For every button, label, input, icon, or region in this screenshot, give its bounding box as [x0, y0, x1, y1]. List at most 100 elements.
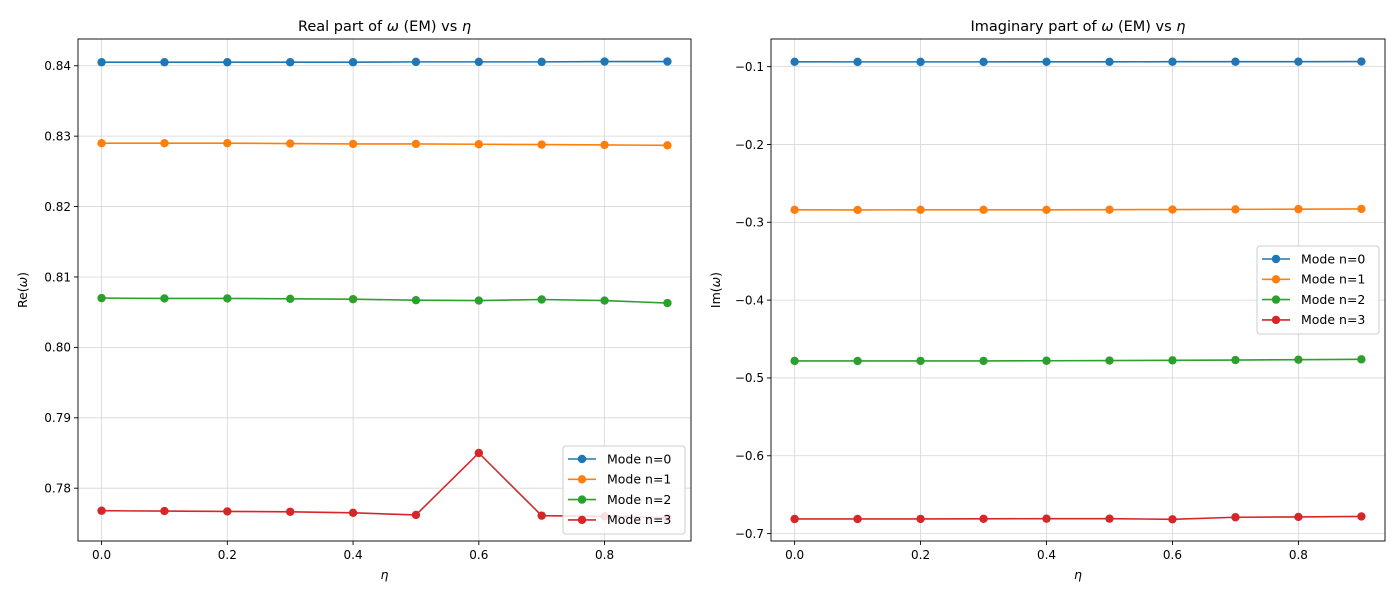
series-1-point-2 [916, 206, 924, 214]
series-3-point-2 [916, 515, 924, 523]
series-2-point-8 [600, 296, 608, 304]
series-2-point-7 [537, 295, 545, 303]
series-1-point-8 [600, 141, 608, 149]
series-line-1 [795, 209, 1362, 210]
series-0-point-9 [1357, 57, 1365, 65]
legend-label-2: Mode n=2 [607, 492, 671, 507]
series-0-point-8 [600, 57, 608, 65]
y-tick-label-4: 0.82 [44, 200, 71, 214]
series-1-point-9 [1357, 205, 1365, 213]
series-3-point-4 [1042, 514, 1050, 522]
series-3-point-0 [97, 507, 105, 515]
series-1-point-7 [1231, 205, 1239, 213]
series-1-point-0 [97, 139, 105, 147]
legend-marker-2 [1272, 295, 1280, 303]
x-tick-label-4: 0.8 [595, 548, 614, 562]
series-3-point-3 [286, 508, 294, 516]
series-1-point-7 [537, 140, 545, 148]
series-2-point-9 [663, 299, 671, 307]
series-line-2 [102, 298, 668, 303]
series-3-point-8 [1294, 513, 1302, 521]
series-1-point-6 [1168, 205, 1176, 213]
series-2-point-0 [97, 294, 105, 302]
y-tick-label-2: 0.80 [44, 341, 71, 355]
series-3-point-5 [1105, 514, 1113, 522]
x-axis-label: η [381, 567, 389, 582]
series-1-point-5 [412, 140, 420, 148]
series-2-point-2 [916, 357, 924, 365]
legend-marker-3 [578, 516, 586, 524]
x-tick-label-3: 0.6 [469, 548, 488, 562]
series-2-point-6 [1168, 356, 1176, 364]
series-0-point-7 [537, 58, 545, 66]
series-0-point-2 [916, 58, 924, 66]
series-0-point-2 [223, 58, 231, 66]
y-tick-label-6: −0.1 [735, 60, 764, 74]
series-3-point-4 [349, 509, 357, 517]
series-1-point-3 [979, 206, 987, 214]
series-3-point-9 [1357, 512, 1365, 520]
series-2-point-2 [223, 294, 231, 302]
series-0-point-4 [1042, 58, 1050, 66]
legend-label-0: Mode n=0 [1301, 251, 1365, 266]
legend-label-3: Mode n=3 [607, 512, 671, 527]
series-1-point-8 [1294, 205, 1302, 213]
series-2-point-9 [1357, 355, 1365, 363]
series-0-point-1 [160, 58, 168, 66]
series-1-point-5 [1105, 205, 1113, 213]
series-0-point-8 [1294, 57, 1302, 65]
legend-marker-1 [578, 475, 586, 483]
legend-marker-0 [1272, 255, 1280, 263]
x-tick-label-0: 0.0 [785, 548, 804, 562]
series-3-point-6 [475, 449, 483, 457]
chart-title: Imaginary part of ω (EM) vs η [971, 19, 1186, 35]
y-tick-label-3: −0.4 [735, 293, 764, 307]
legend-label-2: Mode n=2 [1301, 292, 1365, 307]
legend-marker-3 [1272, 316, 1280, 324]
series-2-point-6 [475, 296, 483, 304]
series-2-point-4 [1042, 357, 1050, 365]
series-2-point-8 [1294, 355, 1302, 363]
x-axis-label: η [1074, 567, 1082, 582]
series-2-point-5 [1105, 356, 1113, 364]
legend-label-3: Mode n=3 [1301, 312, 1365, 327]
series-0-point-0 [97, 58, 105, 66]
y-tick-label-2: −0.5 [735, 371, 764, 385]
series-0-point-4 [349, 58, 357, 66]
y-tick-label-5: 0.83 [44, 129, 71, 143]
series-1-point-0 [790, 206, 798, 214]
series-0-point-3 [286, 58, 294, 66]
series-3-point-5 [412, 511, 420, 519]
series-1-point-4 [349, 140, 357, 148]
x-tick-label-0: 0.0 [92, 548, 111, 562]
legend-marker-0 [578, 455, 586, 463]
series-2-point-4 [349, 295, 357, 303]
series-0-point-6 [475, 58, 483, 66]
x-tick-label-2: 0.4 [1037, 548, 1056, 562]
y-tick-label-4: −0.3 [735, 216, 764, 230]
series-0-point-5 [412, 58, 420, 66]
series-3-point-0 [790, 515, 798, 523]
series-3-point-2 [223, 507, 231, 515]
x-tick-label-1: 0.2 [911, 548, 930, 562]
series-3-point-3 [979, 515, 987, 523]
series-1-point-1 [160, 139, 168, 147]
x-tick-label-2: 0.4 [344, 548, 363, 562]
series-1-point-6 [475, 140, 483, 148]
legend-marker-1 [1272, 275, 1280, 283]
series-2-point-5 [412, 296, 420, 304]
series-3-point-7 [1231, 513, 1239, 521]
legend-label-0: Mode n=0 [607, 451, 671, 466]
series-line-0 [102, 62, 668, 63]
series-2-point-1 [160, 294, 168, 302]
x-tick-label-1: 0.2 [218, 548, 237, 562]
series-1-point-3 [286, 139, 294, 147]
y-tick-label-6: 0.84 [44, 59, 71, 73]
series-0-point-6 [1168, 58, 1176, 66]
series-0-point-3 [979, 58, 987, 66]
x-tick-label-4: 0.8 [1289, 548, 1308, 562]
series-1-point-2 [223, 139, 231, 147]
